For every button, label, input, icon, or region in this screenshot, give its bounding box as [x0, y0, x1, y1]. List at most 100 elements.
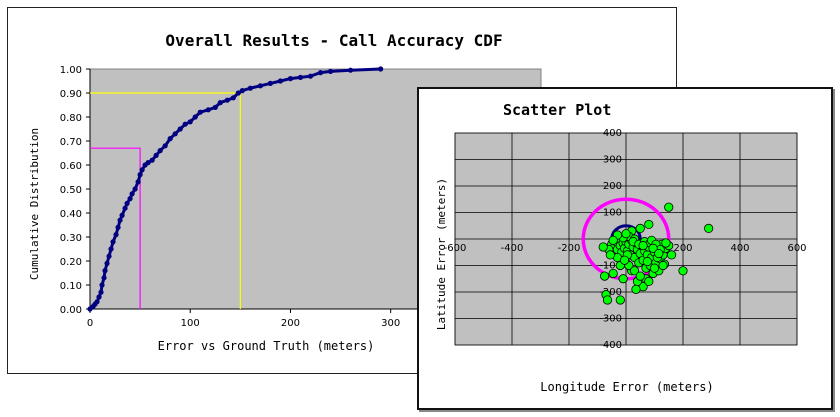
scatter-data-point: [600, 271, 610, 281]
cdf-data-point: [129, 191, 135, 197]
scatter-data-point: [619, 255, 630, 265]
cdf-chart-title: Overall Results - Call Accuracy CDF: [165, 31, 502, 50]
scatter-data-point: [598, 242, 608, 252]
scatter-chart-panel: Scatter Plot Longitude Error (meters) La…: [417, 87, 833, 410]
cdf-data-point: [182, 121, 188, 127]
scatter-y-tick-label: 100: [603, 208, 622, 219]
cdf-x-tick-label: 200: [281, 318, 300, 329]
cdf-data-point: [197, 109, 203, 115]
cdf-y-tick-label: 1.00: [60, 65, 82, 76]
scatter-data-point: [661, 238, 671, 248]
scatter-data-point: [644, 219, 654, 230]
scatter-data-point: [602, 295, 613, 305]
scatter-data-point: [648, 243, 658, 253]
cdf-data-point: [117, 217, 123, 223]
cdf-y-tick-label: 0.00: [60, 305, 82, 316]
scatter-x-tick-label: -600: [444, 243, 467, 254]
scatter-y-tick-label: 200: [603, 181, 622, 192]
scatter-data-point: [615, 295, 625, 305]
cdf-data-point: [177, 126, 183, 132]
cdf-data-point: [101, 275, 107, 281]
cdf-data-point: [230, 95, 236, 101]
scatter-data-point: [644, 276, 654, 286]
scatter-x-tick-label: -400: [501, 243, 524, 254]
scatter-data-point: [631, 284, 641, 294]
cdf-data-point: [167, 136, 173, 142]
scatter-x-tick-label: 200: [673, 243, 692, 254]
cdf-data-point: [127, 196, 133, 202]
cdf-data-point: [137, 172, 143, 178]
cdf-data-point: [224, 97, 230, 103]
cdf-data-point: [102, 268, 108, 274]
cdf-data-point: [217, 100, 223, 106]
scatter-x-axis-title: Longitude Error (meters): [540, 380, 713, 394]
scatter-data-point: [642, 256, 652, 267]
cdf-data-point: [104, 260, 110, 266]
scatter-data-point: [618, 274, 628, 284]
cdf-data-point: [94, 299, 100, 305]
cdf-data-point: [98, 289, 104, 295]
cdf-data-point: [99, 282, 105, 288]
cdf-data-point: [139, 167, 145, 173]
scatter-y-tick-label: -400: [599, 340, 622, 351]
scatter-data-point: [704, 223, 714, 233]
cdf-x-axis-title: Error vs Ground Truth (meters): [158, 339, 375, 353]
cdf-data-point: [106, 253, 112, 259]
cdf-data-point: [257, 83, 263, 89]
scatter-y-axis-title: Latitude Error (meters): [435, 178, 448, 330]
cdf-x-tick-label: 0: [87, 318, 93, 329]
cdf-y-tick-label: 0.90: [60, 89, 82, 100]
cdf-data-point: [235, 90, 241, 96]
cdf-data-point: [157, 148, 163, 154]
cdf-data-point: [347, 67, 354, 73]
scatter-x-tick-label: -200: [558, 243, 581, 254]
cdf-data-point: [317, 70, 324, 76]
cdf-data-point: [119, 212, 125, 218]
cdf-data-point: [277, 78, 284, 84]
cdf-y-tick-label: 0.70: [60, 137, 82, 148]
scatter-y-tick-label: 400: [603, 128, 622, 139]
scatter-y-tick-label: -100: [599, 261, 622, 272]
cdf-x-tick-label: 100: [181, 318, 200, 329]
cdf-data-point: [110, 239, 116, 245]
scatter-data-point: [608, 235, 618, 245]
cdf-y-axis-title: Cumulative Distribution: [28, 128, 41, 280]
cdf-x-tick-label: 300: [381, 318, 400, 329]
cdf-data-point: [247, 85, 253, 91]
scatter-data-point: [678, 266, 688, 276]
cdf-data-point: [205, 107, 211, 113]
scatter-data-point: [608, 268, 618, 279]
cdf-data-point: [327, 68, 334, 74]
cdf-data-point: [172, 131, 178, 137]
cdf-y-tick-label: 0.40: [60, 209, 82, 220]
cdf-data-point: [149, 157, 155, 163]
cdf-y-tick-label: 0.30: [60, 233, 82, 244]
scatter-data-point: [638, 241, 648, 251]
scatter-x-tick-label: 600: [787, 243, 806, 254]
scatter-data-point: [629, 266, 640, 276]
cdf-data-point: [378, 66, 384, 72]
cdf-y-tick-label: 0.60: [60, 161, 82, 172]
scatter-x-tick-label: 400: [730, 243, 749, 254]
cdf-data-point: [124, 200, 130, 206]
cdf-data-point: [287, 76, 294, 82]
cdf-data-point: [212, 104, 218, 110]
cdf-data-point: [153, 152, 159, 158]
cdf-data-point: [108, 246, 114, 252]
cdf-reference-line-magenta: [90, 147, 141, 309]
scatter-y-tick-label: -200: [599, 287, 622, 298]
cdf-data-point: [115, 224, 121, 230]
cdf-y-tick-label: 0.20: [60, 257, 82, 268]
scatter-data-point: [664, 202, 674, 212]
scatter-data-point: [635, 223, 645, 233]
scatter-data-point: [654, 248, 664, 259]
cdf-y-tick-label: 0.80: [60, 113, 82, 124]
cdf-data-point: [187, 119, 193, 125]
scatter-data-point: [621, 229, 631, 239]
scatter-data-point: [649, 263, 660, 273]
cdf-data-point: [297, 74, 304, 80]
cdf-data-point: [132, 186, 138, 192]
cdf-data-point: [135, 179, 141, 185]
cdf-data-point: [162, 143, 168, 149]
cdf-data-point: [145, 160, 151, 166]
